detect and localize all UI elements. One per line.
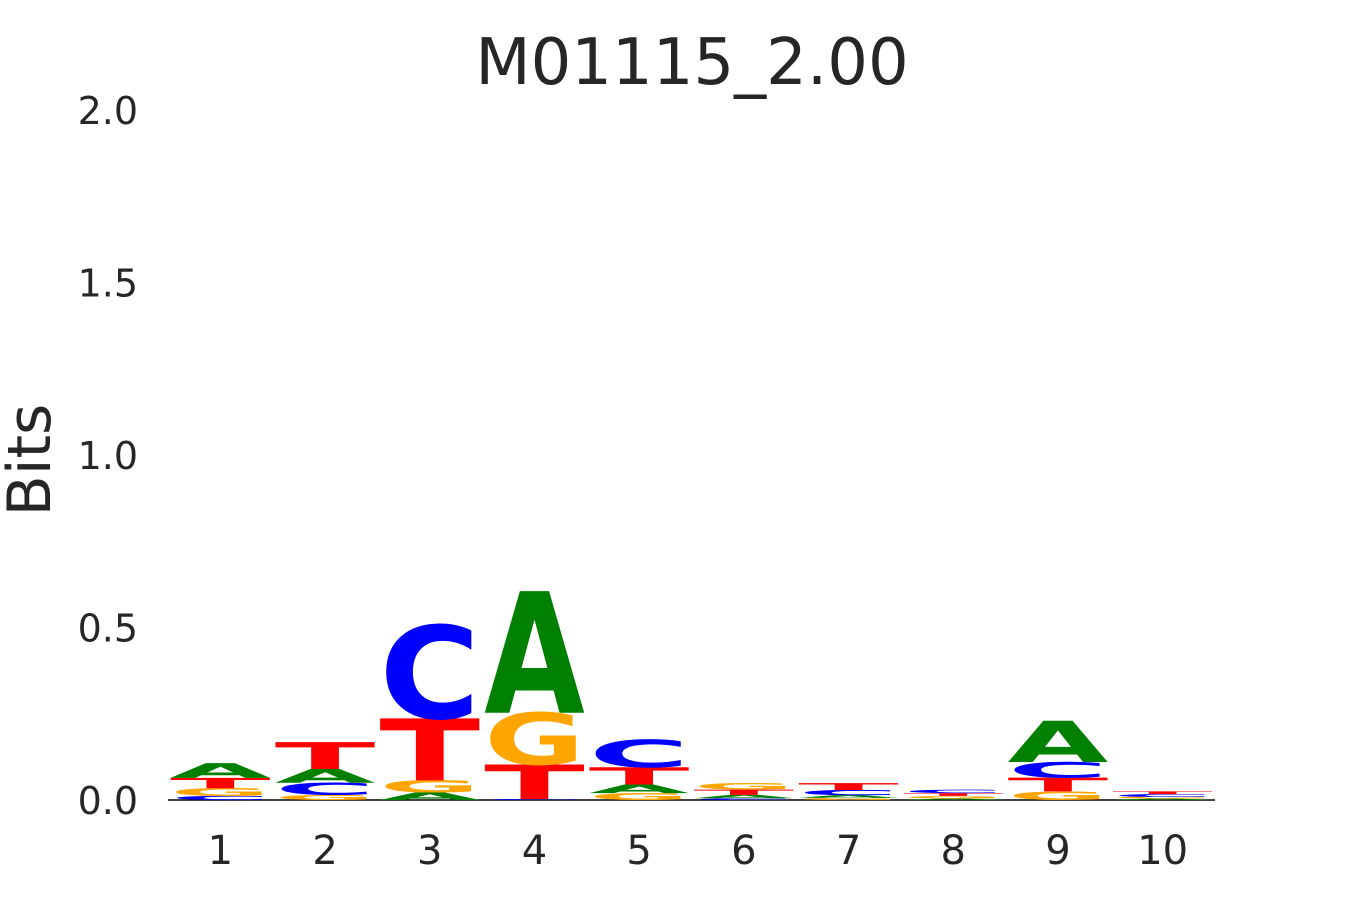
x-tick-label: 2: [312, 828, 337, 874]
logo-letter: C: [589, 732, 690, 776]
y-tick-label: 0.5: [78, 607, 138, 651]
chart-title: M01115_2.00: [475, 26, 908, 100]
logo-letter: T: [379, 701, 480, 800]
logo-letter: A: [694, 794, 795, 800]
logo-letter: C: [275, 780, 376, 799]
logo-letter: A: [798, 794, 899, 798]
logo-letter: T: [589, 763, 690, 790]
logo-letter: A: [275, 766, 376, 788]
y-axis-label: Bits: [0, 404, 65, 517]
logo-letter: C: [903, 789, 1004, 795]
logo-letter: C: [798, 789, 899, 797]
x-tick-label: 3: [417, 828, 442, 874]
logo-letter: A: [1008, 710, 1109, 776]
logo-letter: T: [694, 788, 795, 796]
logo-letter: T: [1112, 791, 1214, 795]
y-tick-label: 1.0: [78, 434, 138, 478]
logo-letter: G: [589, 791, 690, 802]
logo-letter: A: [484, 559, 585, 753]
y-tick-label: 2.0: [78, 89, 138, 133]
x-tick-label: 1: [208, 828, 233, 874]
logo-letter: T: [484, 755, 585, 810]
logo-letter: G: [275, 793, 376, 801]
logo-letter: T: [170, 775, 271, 792]
logo-letter: C: [484, 799, 585, 801]
logo-letter: G: [379, 777, 480, 796]
x-tick-label: 10: [1137, 828, 1188, 874]
logo-letter: A: [170, 759, 271, 782]
logo-letter: G: [1008, 789, 1109, 803]
logo-letter: T: [275, 735, 376, 778]
logo-letter: T: [798, 781, 899, 792]
x-tick-label: 4: [522, 828, 547, 874]
logo-letter: G: [694, 782, 795, 792]
y-tick-label: 0.0: [78, 779, 138, 823]
logo-letter: A: [1112, 798, 1213, 800]
logo-letter: A: [379, 790, 481, 802]
x-tick-label: 6: [731, 828, 756, 874]
x-tick-label: 7: [836, 828, 861, 874]
logo-letter: G: [484, 699, 585, 782]
logo-letter: T: [1008, 774, 1110, 796]
logo-letter: C: [379, 601, 480, 750]
logo-letter: G: [903, 795, 1004, 799]
logo-letter: G: [170, 786, 271, 798]
logo-letter: A: [589, 782, 691, 796]
x-tick-label: 9: [1045, 828, 1070, 874]
logo-letter: C: [694, 798, 795, 801]
logo-letter: A: [903, 798, 1004, 800]
logo-letter: G: [798, 797, 899, 800]
logo-letter: C: [1112, 793, 1213, 797]
logo-letter: G: [1112, 796, 1213, 799]
logo-letter: C: [1008, 758, 1109, 783]
x-tick-label: 8: [941, 828, 966, 874]
logo-letter: C: [170, 795, 271, 802]
x-tick-label: 5: [626, 828, 651, 874]
logo-letter: T: [903, 792, 1005, 796]
y-tick-label: 1.5: [78, 262, 138, 306]
